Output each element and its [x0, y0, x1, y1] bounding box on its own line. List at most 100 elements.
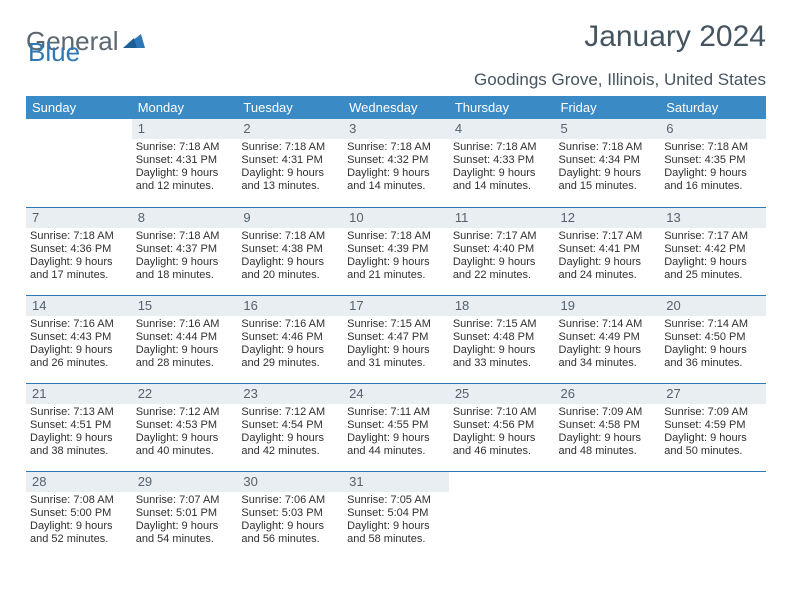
day-detail: Sunrise: 7:14 AMSunset: 4:49 PMDaylight:…	[555, 316, 661, 376]
sunset-line: Sunset: 5:01 PM	[136, 507, 234, 520]
day-number: 26	[555, 384, 661, 404]
calendar-page: General January 2024 Blue Goodings Grove…	[0, 0, 792, 612]
weekday-header: Friday	[555, 96, 661, 119]
weekday-header: Thursday	[449, 96, 555, 119]
day-detail: Sunrise: 7:05 AMSunset: 5:04 PMDaylight:…	[343, 492, 449, 552]
calendar-day-cell: 30Sunrise: 7:06 AMSunset: 5:03 PMDayligh…	[237, 471, 343, 559]
page-title: January 2024	[584, 20, 766, 54]
sunrise-line: Sunrise: 7:06 AM	[241, 494, 339, 507]
daylight-line: Daylight: 9 hours and 28 minutes.	[136, 344, 234, 370]
weekday-header: Monday	[132, 96, 238, 119]
day-detail: Sunrise: 7:18 AMSunset: 4:33 PMDaylight:…	[449, 139, 555, 199]
calendar-day-cell	[26, 119, 132, 207]
sunset-line: Sunset: 4:53 PM	[136, 419, 234, 432]
calendar-day-cell: 5Sunrise: 7:18 AMSunset: 4:34 PMDaylight…	[555, 119, 661, 207]
sunset-line: Sunset: 4:56 PM	[453, 419, 551, 432]
daylight-line: Daylight: 9 hours and 21 minutes.	[347, 256, 445, 282]
calendar-day-cell: 7Sunrise: 7:18 AMSunset: 4:36 PMDaylight…	[26, 207, 132, 295]
calendar-day-cell: 8Sunrise: 7:18 AMSunset: 4:37 PMDaylight…	[132, 207, 238, 295]
calendar-day-cell	[555, 471, 661, 559]
day-detail: Sunrise: 7:18 AMSunset: 4:35 PMDaylight:…	[660, 139, 766, 199]
sunrise-line: Sunrise: 7:18 AM	[241, 230, 339, 243]
daylight-line: Daylight: 9 hours and 36 minutes.	[664, 344, 762, 370]
daylight-line: Daylight: 9 hours and 31 minutes.	[347, 344, 445, 370]
daylight-line: Daylight: 9 hours and 38 minutes.	[30, 432, 128, 458]
daylight-line: Daylight: 9 hours and 20 minutes.	[241, 256, 339, 282]
sunrise-line: Sunrise: 7:16 AM	[30, 318, 128, 331]
sunrise-line: Sunrise: 7:09 AM	[559, 406, 657, 419]
daylight-line: Daylight: 9 hours and 24 minutes.	[559, 256, 657, 282]
sunset-line: Sunset: 4:31 PM	[136, 154, 234, 167]
calendar-week-row: 1Sunrise: 7:18 AMSunset: 4:31 PMDaylight…	[26, 119, 766, 207]
sunset-line: Sunset: 4:31 PM	[241, 154, 339, 167]
calendar-day-cell: 14Sunrise: 7:16 AMSunset: 4:43 PMDayligh…	[26, 295, 132, 383]
day-detail: Sunrise: 7:13 AMSunset: 4:51 PMDaylight:…	[26, 404, 132, 464]
sunset-line: Sunset: 4:44 PM	[136, 331, 234, 344]
sunrise-line: Sunrise: 7:18 AM	[30, 230, 128, 243]
calendar-day-cell: 6Sunrise: 7:18 AMSunset: 4:35 PMDaylight…	[660, 119, 766, 207]
sunset-line: Sunset: 4:54 PM	[241, 419, 339, 432]
sunrise-line: Sunrise: 7:17 AM	[453, 230, 551, 243]
day-number: 21	[26, 384, 132, 404]
day-number: 31	[343, 472, 449, 492]
daylight-line: Daylight: 9 hours and 44 minutes.	[347, 432, 445, 458]
daylight-line: Daylight: 9 hours and 25 minutes.	[664, 256, 762, 282]
weekday-header: Saturday	[660, 96, 766, 119]
day-detail: Sunrise: 7:18 AMSunset: 4:36 PMDaylight:…	[26, 228, 132, 288]
calendar-day-cell: 4Sunrise: 7:18 AMSunset: 4:33 PMDaylight…	[449, 119, 555, 207]
daylight-line: Daylight: 9 hours and 42 minutes.	[241, 432, 339, 458]
day-detail: Sunrise: 7:14 AMSunset: 4:50 PMDaylight:…	[660, 316, 766, 376]
day-detail: Sunrise: 7:11 AMSunset: 4:55 PMDaylight:…	[343, 404, 449, 464]
day-number: 12	[555, 208, 661, 228]
day-detail: Sunrise: 7:17 AMSunset: 4:40 PMDaylight:…	[449, 228, 555, 288]
day-number: 6	[660, 119, 766, 139]
day-number: 25	[449, 384, 555, 404]
sunrise-line: Sunrise: 7:14 AM	[559, 318, 657, 331]
day-detail: Sunrise: 7:16 AMSunset: 4:46 PMDaylight:…	[237, 316, 343, 376]
day-number: 16	[237, 296, 343, 316]
calendar-day-cell	[449, 471, 555, 559]
sunrise-line: Sunrise: 7:05 AM	[347, 494, 445, 507]
day-number: 20	[660, 296, 766, 316]
day-detail: Sunrise: 7:09 AMSunset: 4:59 PMDaylight:…	[660, 404, 766, 464]
day-number: 27	[660, 384, 766, 404]
daylight-line: Daylight: 9 hours and 58 minutes.	[347, 520, 445, 546]
sunset-line: Sunset: 4:37 PM	[136, 243, 234, 256]
calendar-day-cell: 23Sunrise: 7:12 AMSunset: 4:54 PMDayligh…	[237, 383, 343, 471]
sunrise-line: Sunrise: 7:18 AM	[664, 141, 762, 154]
sunrise-line: Sunrise: 7:18 AM	[136, 230, 234, 243]
sunrise-line: Sunrise: 7:09 AM	[664, 406, 762, 419]
sunrise-line: Sunrise: 7:18 AM	[347, 141, 445, 154]
daylight-line: Daylight: 9 hours and 40 minutes.	[136, 432, 234, 458]
calendar-week-row: 14Sunrise: 7:16 AMSunset: 4:43 PMDayligh…	[26, 295, 766, 383]
day-detail: Sunrise: 7:17 AMSunset: 4:41 PMDaylight:…	[555, 228, 661, 288]
sunrise-line: Sunrise: 7:17 AM	[559, 230, 657, 243]
sunset-line: Sunset: 5:00 PM	[30, 507, 128, 520]
calendar-day-cell: 26Sunrise: 7:09 AMSunset: 4:58 PMDayligh…	[555, 383, 661, 471]
sunrise-line: Sunrise: 7:14 AM	[664, 318, 762, 331]
calendar-day-cell: 21Sunrise: 7:13 AMSunset: 4:51 PMDayligh…	[26, 383, 132, 471]
calendar-day-cell: 13Sunrise: 7:17 AMSunset: 4:42 PMDayligh…	[660, 207, 766, 295]
daylight-line: Daylight: 9 hours and 33 minutes.	[453, 344, 551, 370]
day-detail: Sunrise: 7:18 AMSunset: 4:39 PMDaylight:…	[343, 228, 449, 288]
daylight-line: Daylight: 9 hours and 52 minutes.	[30, 520, 128, 546]
day-number: 7	[26, 208, 132, 228]
day-number: 2	[237, 119, 343, 139]
day-number: 22	[132, 384, 238, 404]
day-detail: Sunrise: 7:18 AMSunset: 4:38 PMDaylight:…	[237, 228, 343, 288]
sunset-line: Sunset: 4:41 PM	[559, 243, 657, 256]
calendar-day-cell: 15Sunrise: 7:16 AMSunset: 4:44 PMDayligh…	[132, 295, 238, 383]
daylight-line: Daylight: 9 hours and 34 minutes.	[559, 344, 657, 370]
brand-part2: Blue	[28, 37, 80, 68]
day-detail: Sunrise: 7:18 AMSunset: 4:37 PMDaylight:…	[132, 228, 238, 288]
sunset-line: Sunset: 4:32 PM	[347, 154, 445, 167]
calendar-day-cell: 18Sunrise: 7:15 AMSunset: 4:48 PMDayligh…	[449, 295, 555, 383]
sunset-line: Sunset: 4:59 PM	[664, 419, 762, 432]
sunset-line: Sunset: 4:40 PM	[453, 243, 551, 256]
calendar-day-cell: 31Sunrise: 7:05 AMSunset: 5:04 PMDayligh…	[343, 471, 449, 559]
day-detail: Sunrise: 7:18 AMSunset: 4:31 PMDaylight:…	[132, 139, 238, 199]
day-number: 29	[132, 472, 238, 492]
day-number: 3	[343, 119, 449, 139]
sunset-line: Sunset: 4:50 PM	[664, 331, 762, 344]
daylight-line: Daylight: 9 hours and 18 minutes.	[136, 256, 234, 282]
